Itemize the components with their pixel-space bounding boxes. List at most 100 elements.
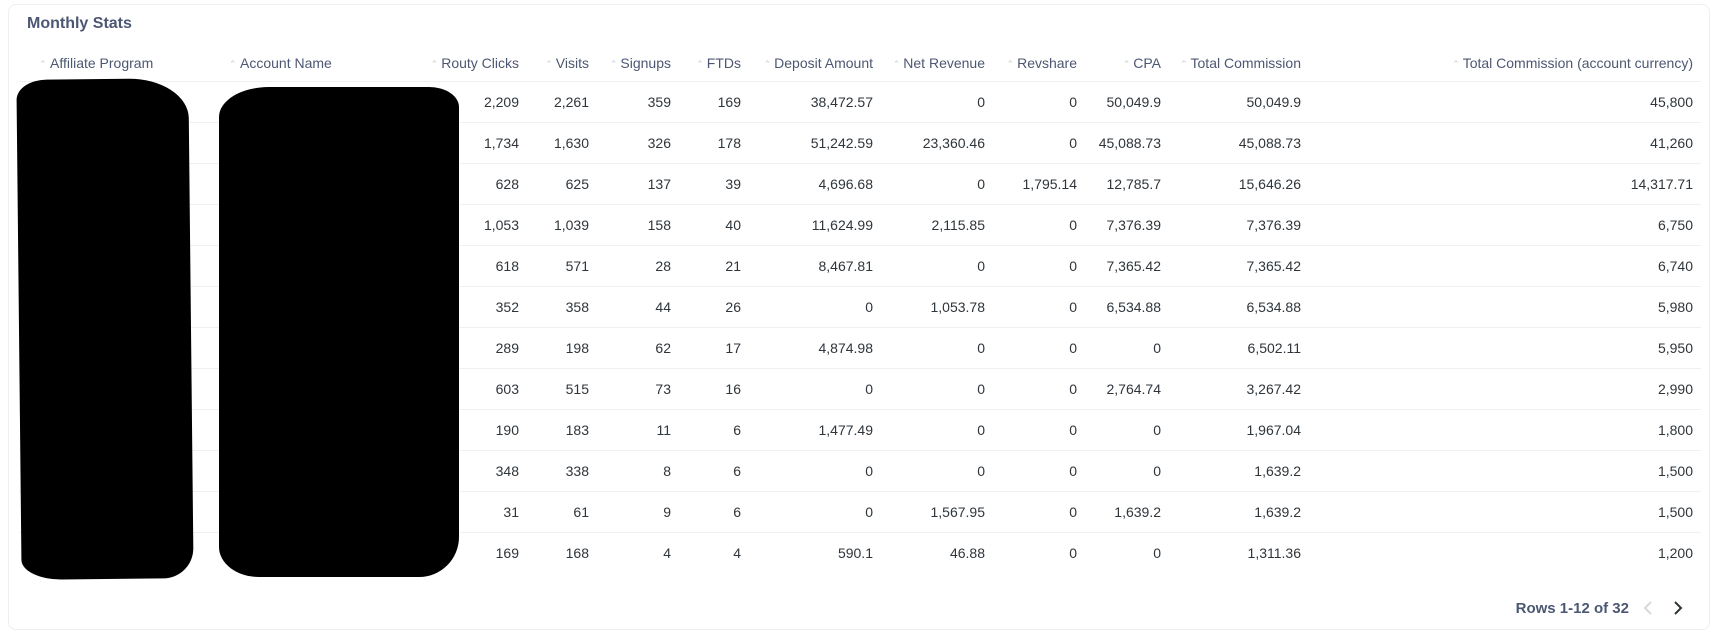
table-cell: 50,049.9	[1169, 81, 1309, 123]
table-cell: 1,967.04	[1169, 409, 1309, 451]
table-cell: 4	[597, 532, 679, 573]
table-cell: 7,376.39	[1169, 204, 1309, 246]
table-cell: 4,874.98	[749, 327, 881, 369]
table-cell: 16	[679, 368, 749, 410]
table-cell: 515	[527, 368, 597, 410]
table-cell: 8,467.81	[749, 245, 881, 287]
table-cell: 0	[993, 204, 1085, 246]
table-cell: 50,049.9	[1085, 81, 1169, 123]
table-cell: 61	[527, 491, 597, 533]
column-header[interactable]: ⌃ Total Commission	[1169, 45, 1309, 82]
sort-arrow-icon: ⌃	[1006, 59, 1015, 69]
table-cell: 1,639.2	[1085, 491, 1169, 533]
table-cell: 0	[1085, 450, 1169, 492]
column-header-label: Routy Clicks	[441, 55, 519, 71]
table-cell: 0	[993, 327, 1085, 369]
table-cell: 178	[679, 122, 749, 164]
sort-arrow-icon: ⌃	[430, 59, 439, 69]
sort-arrow-icon: ⌃	[1452, 59, 1460, 69]
next-page-button[interactable]	[1667, 597, 1689, 619]
column-header[interactable]: ⌃ Routy Clicks	[429, 45, 527, 82]
table-cell: 0	[881, 327, 993, 369]
table-cell: 0	[993, 532, 1085, 573]
table-cell: 6,534.88	[1085, 286, 1169, 328]
table-cell: 158	[597, 204, 679, 246]
table-cell: 0	[881, 163, 993, 205]
table-cell: 6	[679, 491, 749, 533]
column-header-label: Net Revenue	[903, 55, 985, 71]
column-header-label: Visits	[555, 55, 589, 71]
table-cell: 1,639.2	[1169, 450, 1309, 492]
column-header[interactable]: ⌃ FTDs	[679, 45, 749, 82]
table-cell: 6,534.88	[1169, 286, 1309, 328]
table-cell: 0	[1085, 409, 1169, 451]
column-header[interactable]: ⌃ Revshare	[993, 45, 1085, 82]
column-header[interactable]: ⌃ Visits	[527, 45, 597, 82]
table-cell: 0	[993, 450, 1085, 492]
redaction-mark-affiliate-program	[16, 78, 194, 580]
table-cell: 8	[597, 450, 679, 492]
table-cell: 0	[749, 450, 881, 492]
table-cell: 28	[597, 245, 679, 287]
redaction-mark-account-name	[219, 87, 459, 577]
table-cell: 571	[527, 245, 597, 287]
table-cell: 625	[527, 163, 597, 205]
sort-arrow-icon: ⌃	[892, 59, 901, 69]
table-cell: 0	[881, 450, 993, 492]
table-cell: 17	[679, 327, 749, 369]
previous-page-button[interactable]	[1637, 597, 1659, 619]
table-cell: 11,624.99	[749, 204, 881, 246]
table-header-row: ⌃ Affiliate Program ⌃ Account Name ⌃ Routy Cl…	[19, 45, 1701, 82]
table-cell: 73	[597, 368, 679, 410]
table-cell: 0	[993, 286, 1085, 328]
pagination-label: Rows 1-12 of 32	[1515, 599, 1629, 617]
table-cell: 9	[597, 491, 679, 533]
table-cell: 183	[527, 409, 597, 451]
column-header[interactable]: ⌃ Total Commission (account currency)	[1309, 45, 1701, 82]
table-cell: 11	[597, 409, 679, 451]
table-cell: 39	[679, 163, 749, 205]
table-cell: 1,477.49	[749, 409, 881, 451]
sort-arrow-icon: ⌃	[229, 59, 237, 69]
table-cell: 7,365.42	[1169, 245, 1309, 287]
table-cell: 41,260	[1309, 122, 1701, 164]
sort-arrow-icon: ⌃	[39, 59, 47, 69]
table-cell: 46.88	[881, 532, 993, 573]
table-cell: 21	[679, 245, 749, 287]
table-cell: 0	[881, 409, 993, 451]
column-header[interactable]: ⌃ CPA	[1085, 45, 1169, 82]
table-cell: 45,088.73	[1085, 122, 1169, 164]
sort-arrow-icon: ⌃	[1122, 59, 1131, 69]
table-cell: 2,115.85	[881, 204, 993, 246]
column-header-label: CPA	[1133, 55, 1161, 71]
table-cell: 169	[679, 81, 749, 123]
table-cell: 7,365.42	[1085, 245, 1169, 287]
table-cell: 198	[527, 327, 597, 369]
table-cell: 1,630	[527, 122, 597, 164]
table-cell: 1,039	[527, 204, 597, 246]
column-header[interactable]: ⌃ Account Name	[209, 45, 429, 82]
column-header[interactable]: ⌃ Affiliate Program	[19, 45, 209, 82]
table-cell: 38,472.57	[749, 81, 881, 123]
table-cell: 0	[749, 286, 881, 328]
table-cell: 14,317.71	[1309, 163, 1701, 205]
table-cell: 12,785.7	[1085, 163, 1169, 205]
table-cell: 0	[993, 245, 1085, 287]
column-header[interactable]: ⌃ Deposit Amount	[749, 45, 881, 82]
table-cell: 5,980	[1309, 286, 1701, 328]
table-cell: 0	[993, 491, 1085, 533]
monthly-stats-card: Monthly Stats ⌃ Affiliate Program ⌃ Account…	[8, 4, 1710, 630]
table-cell: 168	[527, 532, 597, 573]
table-cell: 4,696.68	[749, 163, 881, 205]
table-cell: 0	[881, 245, 993, 287]
table-cell: 4	[679, 532, 749, 573]
column-header[interactable]: ⌃ Signups	[597, 45, 679, 82]
table-cell: 51,242.59	[749, 122, 881, 164]
column-header-label: FTDs	[706, 55, 741, 71]
column-header[interactable]: ⌃ Net Revenue	[881, 45, 993, 82]
table-cell: 358	[527, 286, 597, 328]
table-cell: 3,267.42	[1169, 368, 1309, 410]
table-cell: 45,800	[1309, 81, 1701, 123]
sort-arrow-icon: ⌃	[696, 59, 704, 69]
pagination: Rows 1-12 of 32	[1516, 597, 1689, 619]
